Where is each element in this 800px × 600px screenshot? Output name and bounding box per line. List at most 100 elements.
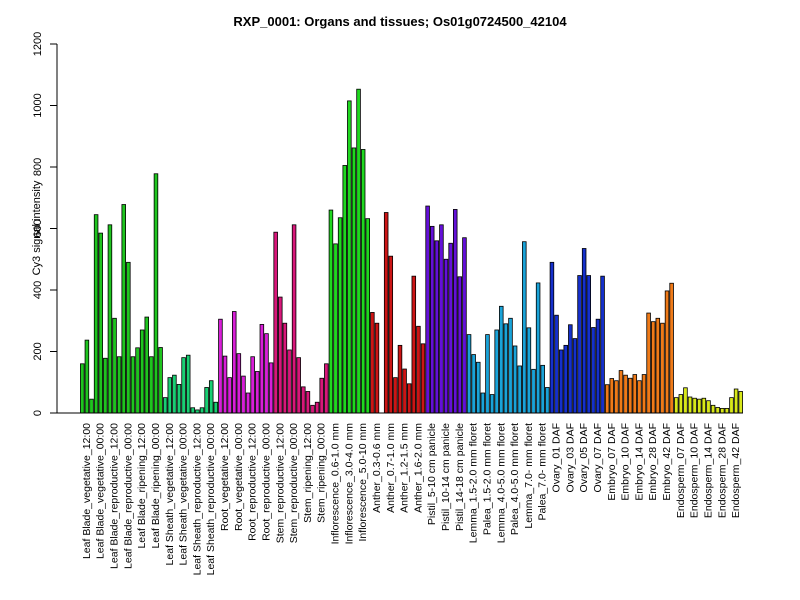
x-tick-label: Embryo_42 DAF: [661, 423, 673, 501]
bar: [738, 391, 743, 414]
bar: [687, 396, 693, 414]
bar: [259, 324, 265, 414]
bar: [554, 314, 559, 414]
bar: [558, 349, 564, 414]
bar: [522, 241, 527, 414]
bar: [149, 356, 154, 414]
x-tick-label: Ovary_05 DAF: [578, 423, 590, 492]
bar: [581, 248, 587, 414]
bar: [231, 311, 237, 414]
bar: [310, 404, 315, 414]
bar: [365, 218, 371, 414]
bar: [264, 333, 269, 414]
x-tick-label: Lemma_1.5-2.0 mm floret: [468, 423, 480, 543]
bar: [480, 392, 486, 414]
bar: [282, 322, 288, 414]
x-tick-label: Leaf Sheath_reproductive_00:00: [205, 423, 217, 576]
x-tick-label: Palea_7.0- mm floret: [537, 423, 549, 521]
bar: [126, 261, 131, 414]
bar: [577, 275, 582, 414]
bar: [268, 362, 274, 414]
bar: [176, 383, 182, 414]
x-tick-label: Leaf Sheath_vegetative_12:00: [164, 423, 176, 566]
bar: [393, 377, 398, 414]
x-tick-label: Pistil_5-10 cm panicle: [426, 423, 438, 525]
bar: [245, 392, 251, 414]
bar: [135, 347, 140, 414]
chart-title: RXP_0001: Organs and tissues; Os01g07245…: [233, 14, 567, 29]
x-tick-label: Root_reproductive_00:00: [260, 423, 272, 541]
x-tick-label: Embryo_28 DAF: [647, 423, 659, 501]
bar: [324, 363, 329, 414]
bar: [80, 363, 85, 414]
x-tick-label: Inflorescence_5.0-10 mm: [357, 423, 369, 542]
bar: [342, 165, 347, 414]
x-tick-label: Palea_1.5-2.0 mm floret: [481, 423, 493, 535]
bar: [319, 377, 324, 414]
bar: [586, 275, 591, 414]
bar: [291, 224, 297, 414]
y-tick-label: 800: [32, 158, 44, 176]
x-tick-label: Endosperm_10 DAF: [689, 423, 701, 518]
y-tick-label: 600: [32, 219, 44, 237]
bar: [485, 334, 490, 414]
x-tick-label: Root_reproductive_12:00: [247, 423, 259, 541]
bar: [89, 398, 94, 414]
x-tick-label: Leaf Sheath_reproductive_12:00: [191, 423, 203, 576]
bar: [724, 407, 730, 414]
x-tick-label: Ovary_07 DAF: [592, 423, 604, 492]
bar: [199, 407, 205, 414]
bar: [241, 375, 246, 414]
bar: [185, 354, 191, 414]
bar: [439, 224, 444, 414]
x-tick-label: Leaf Blade_vegetative_12:00: [81, 423, 93, 559]
bar: [715, 407, 720, 414]
bar: [549, 261, 555, 414]
bar: [729, 397, 734, 414]
bar: [116, 356, 122, 414]
bar: [623, 374, 628, 414]
bar: [370, 312, 375, 414]
bar: [678, 394, 684, 414]
x-tick-label: Leaf Blade_ripening_12:00: [136, 423, 148, 549]
bar: [609, 378, 615, 414]
x-tick-label: Stem_reproductive_12:00: [274, 423, 286, 543]
x-tick-label: Stem_reproductive_00:00: [288, 423, 300, 543]
bar: [476, 361, 481, 414]
x-tick-label: Palea_4.0-5.0 mm floret: [509, 423, 521, 535]
bar: [434, 240, 440, 414]
bar: [236, 353, 242, 414]
x-tick-label: Pistil_14-18 cm panicle: [454, 423, 466, 531]
bar: [499, 305, 504, 414]
bar: [333, 243, 338, 414]
bar: [347, 100, 352, 414]
bar: [98, 232, 103, 414]
x-tick-label: Lemma_7.0- mm floret: [523, 423, 535, 529]
bar: [305, 391, 311, 414]
bar: [383, 212, 389, 414]
x-tick-label: Leaf Sheath_vegetative_00:00: [178, 423, 190, 566]
bar: [604, 384, 610, 414]
bar: [103, 357, 108, 414]
bar: [351, 147, 357, 414]
bar: [471, 354, 476, 414]
bar: [130, 356, 136, 414]
bar: [356, 88, 361, 414]
bar: [720, 407, 725, 414]
y-tick-label: 200: [32, 342, 44, 360]
bar: [158, 347, 163, 414]
bar: [411, 275, 417, 414]
bar: [301, 386, 306, 414]
x-tick-label: Endosperm_28 DAF: [716, 423, 728, 518]
x-tick-label: Embryo_14 DAF: [633, 423, 645, 501]
bar: [84, 339, 90, 414]
bar: [655, 317, 661, 414]
x-tick-label: Embryo_07 DAF: [606, 423, 618, 501]
bar: [503, 323, 509, 414]
x-tick-label: Embryo_10 DAF: [620, 423, 632, 501]
bar: [641, 374, 647, 414]
bar: [416, 325, 421, 414]
bar: [545, 387, 550, 414]
bar: [121, 204, 126, 414]
